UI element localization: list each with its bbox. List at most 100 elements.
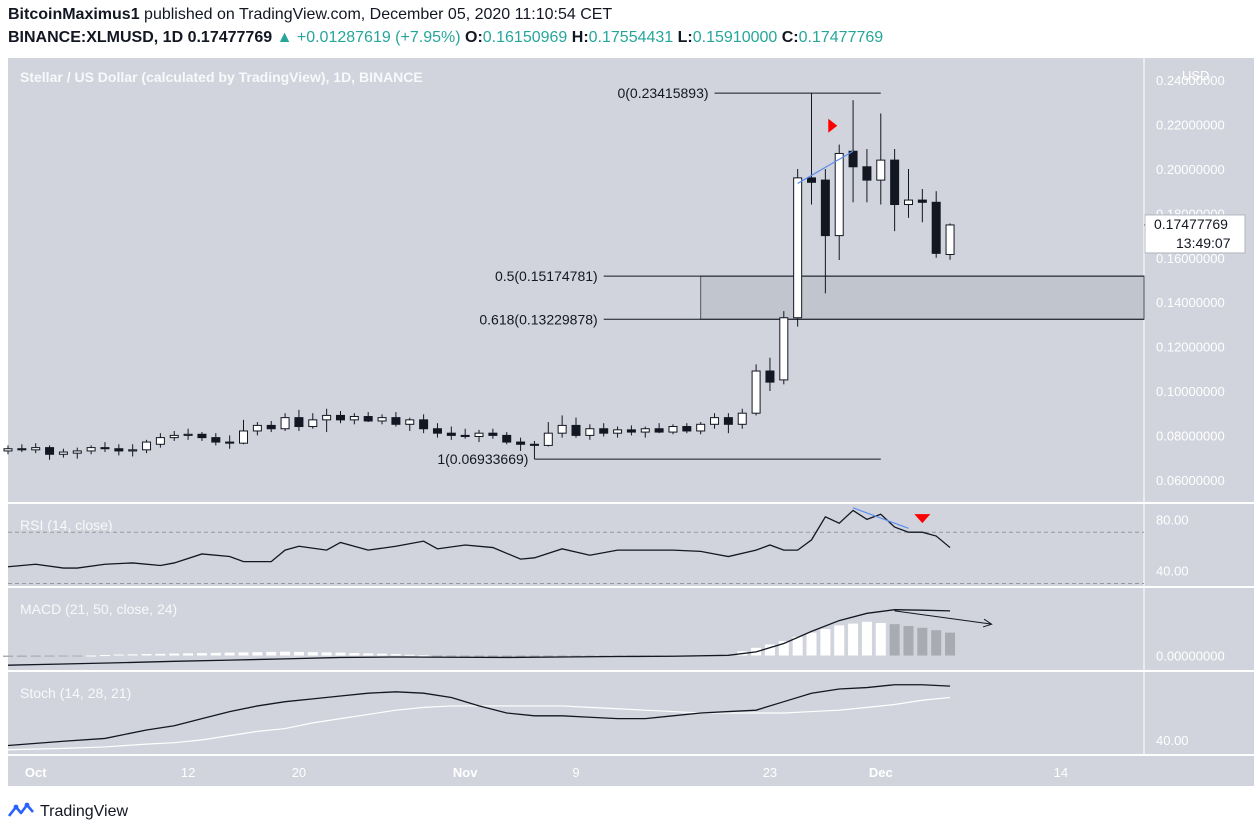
rsi-axis-background — [1144, 504, 1254, 586]
footer-brand[interactable]: TradingView — [40, 803, 129, 820]
candle-body[interactable] — [488, 432, 498, 436]
fib-level-label: 0(0.23415893) — [617, 85, 708, 101]
candle-body[interactable] — [100, 447, 110, 450]
candle-body[interactable] — [72, 450, 82, 454]
candle-body[interactable] — [308, 419, 318, 428]
axes: Oct 12 20 Nov 9 23 Dec 14 — [25, 765, 1068, 780]
candle-body[interactable] — [335, 414, 345, 421]
candle-body[interactable] — [710, 417, 720, 425]
candle-body[interactable] — [640, 428, 650, 433]
candle-body[interactable] — [460, 434, 470, 438]
candle-body[interactable] — [419, 419, 429, 430]
candle-body[interactable] — [169, 434, 179, 439]
candle-body[interactable] — [626, 429, 636, 433]
candle-body[interactable] — [696, 423, 706, 432]
macd-histogram-bar — [280, 651, 291, 656]
time-tick-label: 9 — [572, 765, 579, 780]
candle-body[interactable] — [377, 417, 387, 422]
candle-body[interactable] — [793, 177, 803, 319]
candle-body[interactable] — [516, 441, 526, 445]
candle-body[interactable] — [474, 432, 484, 438]
candle-body[interactable] — [723, 417, 733, 425]
candle-body[interactable] — [903, 199, 913, 206]
candle-body[interactable] — [543, 432, 553, 446]
candle-body[interactable] — [931, 201, 941, 254]
arrow-head-icon — [982, 618, 993, 628]
price-tick-label: 0.08000000 — [1156, 428, 1225, 443]
macd-histogram-bar — [903, 625, 914, 656]
candle-body[interactable] — [31, 447, 41, 451]
candle-body[interactable] — [239, 430, 249, 444]
rsi-title: RSI (14, close) — [20, 517, 113, 533]
candle-body[interactable] — [848, 150, 858, 168]
rsi-pane[interactable]: RSI (14, close) 40.00 80.00 — [7, 507, 1189, 584]
macd-histogram-bar — [58, 655, 69, 657]
candle-body[interactable] — [58, 451, 68, 455]
price-change: +0.01287619 (+7.95%) — [296, 29, 461, 46]
candle-body[interactable] — [820, 179, 830, 237]
candle-body[interactable] — [349, 416, 359, 421]
candle-body[interactable] — [751, 370, 761, 414]
candle-body[interactable] — [197, 433, 207, 439]
high-value: 0.17554431 — [588, 29, 674, 46]
candle-body[interactable] — [363, 416, 373, 422]
candle-body[interactable] — [3, 448, 13, 452]
candle-body[interactable] — [45, 447, 55, 455]
candle-body[interactable] — [862, 166, 872, 181]
candle-body[interactable] — [737, 412, 747, 425]
candle-body[interactable] — [252, 424, 262, 432]
price-pane[interactable]: Stellar / US Dollar (calculated by Tradi… — [3, 68, 1246, 488]
macd-background — [8, 588, 1144, 670]
candle-body[interactable] — [17, 448, 27, 451]
candle-body[interactable] — [765, 370, 775, 383]
low-label: L: — [677, 29, 693, 46]
candle-body[interactable] — [599, 428, 609, 434]
candle-body[interactable] — [529, 443, 539, 446]
candle-body[interactable] — [142, 441, 152, 451]
candle-body[interactable] — [807, 177, 817, 183]
candle-body[interactable] — [114, 448, 124, 452]
candle-body[interactable] — [446, 432, 456, 436]
macd-histogram-bar — [196, 653, 207, 656]
candle-body[interactable] — [585, 428, 595, 436]
price-tick-label: 0.16000000 — [1156, 251, 1225, 266]
stoch-pane[interactable]: Stoch (14, 28, 21) 40.00 — [7, 684, 1189, 751]
candle-body[interactable] — [779, 317, 789, 381]
candle-body[interactable] — [890, 159, 900, 206]
candle-body[interactable] — [322, 414, 332, 421]
macd-histogram-bar — [307, 652, 318, 656]
time-tick-label: 23 — [763, 765, 777, 780]
candle-body[interactable] — [571, 424, 581, 436]
time-tick-label: 14 — [1054, 765, 1068, 780]
candle-body[interactable] — [294, 417, 304, 428]
candle-body[interactable] — [280, 417, 290, 430]
candle-body[interactable] — [211, 437, 221, 443]
macd-histogram-bar — [266, 651, 277, 656]
macd-pane[interactable]: MACD (21, 50, close, 24) 0.00000000 — [3, 601, 1225, 666]
candle-body[interactable] — [682, 426, 692, 432]
candle-body[interactable] — [266, 424, 276, 430]
macd-histogram-bar — [557, 655, 568, 657]
candle-body[interactable] — [917, 199, 927, 203]
candle-body[interactable] — [155, 437, 165, 445]
candle-body[interactable] — [225, 441, 235, 444]
candle-body[interactable] — [834, 152, 844, 237]
candle-body[interactable] — [432, 428, 442, 434]
candle-body[interactable] — [502, 434, 512, 443]
candle-body[interactable] — [86, 447, 96, 452]
candle-body[interactable] — [668, 426, 678, 433]
candle-body[interactable] — [183, 433, 193, 436]
candle-body[interactable] — [391, 417, 401, 425]
candle-body[interactable] — [945, 224, 955, 255]
candle-body[interactable] — [405, 419, 415, 425]
candle-body[interactable] — [613, 429, 623, 434]
candle-body[interactable] — [876, 159, 886, 181]
time-axis-background — [8, 756, 1254, 786]
macd-histogram-bar — [127, 654, 138, 656]
candle-body[interactable] — [128, 449, 138, 452]
candle-body[interactable] — [557, 424, 567, 434]
author-name[interactable]: BitcoinMaximus1 — [8, 6, 140, 23]
footer: TradingView — [8, 800, 128, 824]
candle-body[interactable] — [654, 428, 664, 433]
